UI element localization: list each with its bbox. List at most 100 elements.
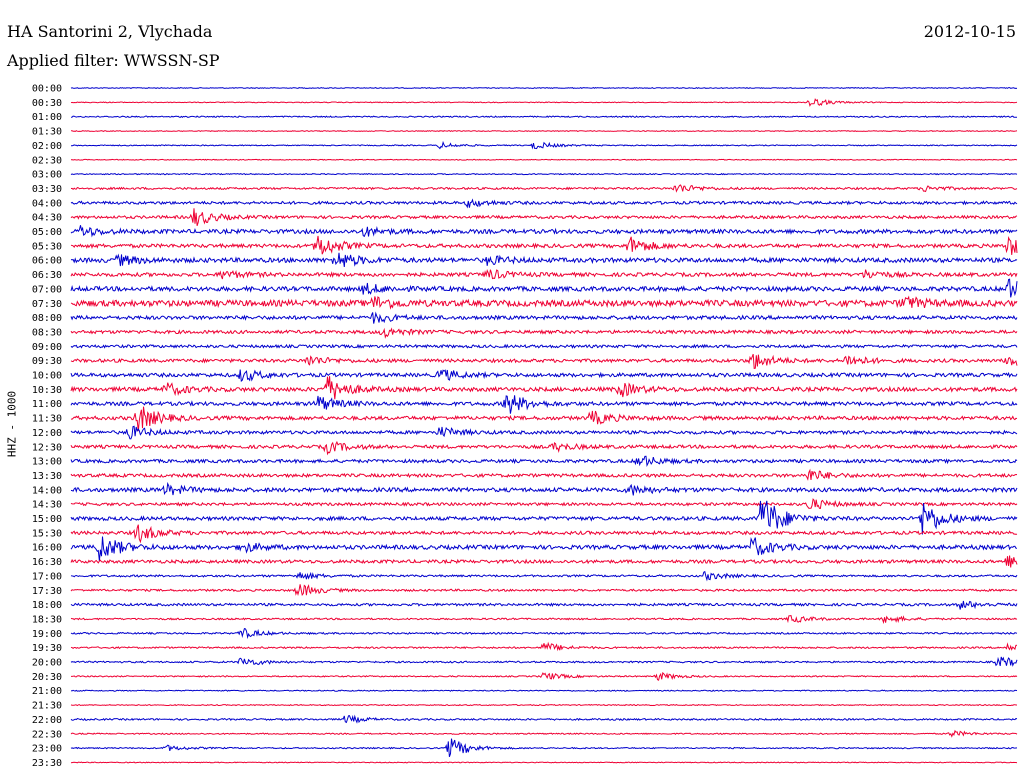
trace-line bbox=[70, 641, 1018, 652]
trace-line bbox=[70, 327, 1018, 339]
trace-line bbox=[70, 140, 1018, 150]
row-label: 03:00 bbox=[32, 170, 62, 181]
trace-line bbox=[70, 252, 1018, 268]
row-label: 11:00 bbox=[32, 399, 62, 410]
trace-line bbox=[70, 656, 1018, 667]
trace-line bbox=[70, 468, 1018, 481]
row-label: 04:00 bbox=[32, 198, 62, 209]
date-label: 2012-10-15 bbox=[923, 22, 1016, 41]
trace-line bbox=[70, 615, 1018, 625]
row-label: 00:30 bbox=[32, 98, 62, 109]
station-title: HA Santorini 2, Vlychada bbox=[7, 22, 213, 41]
row-label: 01:30 bbox=[32, 127, 62, 138]
row-label: 08:00 bbox=[32, 313, 62, 324]
trace-line bbox=[70, 395, 1018, 414]
row-label: 03:30 bbox=[32, 184, 62, 195]
trace-line bbox=[70, 353, 1018, 369]
row-label: 13:00 bbox=[32, 457, 62, 468]
trace-line bbox=[70, 524, 1018, 544]
trace-line bbox=[70, 172, 1018, 176]
trace-line bbox=[70, 738, 1018, 757]
trace-line bbox=[70, 714, 1018, 724]
row-label: 18:00 bbox=[32, 600, 62, 611]
row-label: 10:30 bbox=[32, 385, 62, 396]
row-label: 23:30 bbox=[32, 758, 62, 769]
trace-line bbox=[70, 86, 1018, 90]
row-label: 22:30 bbox=[32, 729, 62, 740]
row-label: 16:30 bbox=[32, 557, 62, 568]
row-label: 05:00 bbox=[32, 227, 62, 238]
row-label: 07:00 bbox=[32, 284, 62, 295]
trace-line bbox=[70, 536, 1018, 562]
row-label: 17:30 bbox=[32, 586, 62, 597]
row-label: 00:00 bbox=[32, 84, 62, 95]
row-label: 16:00 bbox=[32, 543, 62, 554]
row-label: 19:00 bbox=[32, 629, 62, 640]
row-label: 13:30 bbox=[32, 471, 62, 482]
filter-label: Applied filter: WWSSN-SP bbox=[7, 51, 220, 70]
trace-line bbox=[70, 198, 1018, 209]
row-label: 07:30 bbox=[32, 299, 62, 310]
row-label: 08:30 bbox=[32, 327, 62, 338]
trace-line bbox=[70, 761, 1018, 764]
row-label: 02:30 bbox=[32, 155, 62, 166]
trace-line bbox=[70, 425, 1018, 440]
row-label: 14:30 bbox=[32, 500, 62, 511]
trace-line bbox=[70, 115, 1018, 119]
trace-line bbox=[70, 500, 1018, 535]
trace-line bbox=[70, 455, 1018, 467]
row-label: 21:30 bbox=[32, 701, 62, 712]
trace-line bbox=[70, 184, 1018, 193]
trace-line bbox=[70, 498, 1018, 509]
row-label: 05:30 bbox=[32, 241, 62, 252]
row-label: 06:30 bbox=[32, 270, 62, 281]
row-label: 12:00 bbox=[32, 428, 62, 439]
trace-line bbox=[70, 225, 1018, 238]
row-label: 18:30 bbox=[32, 614, 62, 625]
trace-line bbox=[70, 376, 1018, 400]
row-label: 22:00 bbox=[32, 715, 62, 726]
trace-line bbox=[70, 158, 1018, 161]
row-label: 17:00 bbox=[32, 571, 62, 582]
row-label: 23:00 bbox=[32, 744, 62, 755]
row-label: 15:00 bbox=[32, 514, 62, 525]
trace-line bbox=[70, 481, 1018, 496]
trace-line bbox=[70, 369, 1018, 382]
trace-line bbox=[70, 600, 1018, 610]
trace-line bbox=[70, 343, 1018, 349]
trace-line bbox=[70, 729, 1018, 738]
row-label: 14:00 bbox=[32, 485, 62, 496]
trace-line bbox=[70, 703, 1017, 707]
trace-line bbox=[70, 235, 1018, 255]
trace-line bbox=[70, 406, 1018, 432]
row-label: 20:00 bbox=[32, 658, 62, 669]
trace-line bbox=[70, 689, 1018, 692]
row-label: 15:30 bbox=[32, 528, 62, 539]
trace-line bbox=[70, 440, 1018, 456]
trace-line bbox=[70, 98, 1018, 107]
trace-line bbox=[71, 671, 1018, 681]
trace-line bbox=[70, 311, 1018, 324]
trace-line bbox=[70, 269, 1018, 280]
trace-line bbox=[70, 555, 1018, 568]
row-label: 09:00 bbox=[32, 342, 62, 353]
trace-line bbox=[70, 130, 1018, 133]
row-label: 10:00 bbox=[32, 371, 62, 382]
row-label: 20:30 bbox=[32, 672, 62, 683]
row-label: 11:30 bbox=[32, 414, 62, 425]
trace-line bbox=[70, 278, 1018, 298]
trace-line bbox=[70, 570, 1018, 582]
row-label: 19:30 bbox=[32, 643, 62, 654]
row-label: 06:00 bbox=[32, 256, 62, 267]
trace-line bbox=[70, 295, 1018, 310]
row-label: 04:30 bbox=[32, 213, 62, 224]
row-label: 01:00 bbox=[32, 112, 62, 123]
row-label: 09:30 bbox=[32, 356, 62, 367]
trace-line bbox=[70, 627, 1018, 640]
row-label: 02:00 bbox=[32, 141, 62, 152]
trace-line bbox=[70, 208, 1018, 226]
row-label: 21:00 bbox=[32, 686, 62, 697]
trace-line bbox=[70, 584, 1018, 597]
row-label: 12:30 bbox=[32, 442, 62, 453]
